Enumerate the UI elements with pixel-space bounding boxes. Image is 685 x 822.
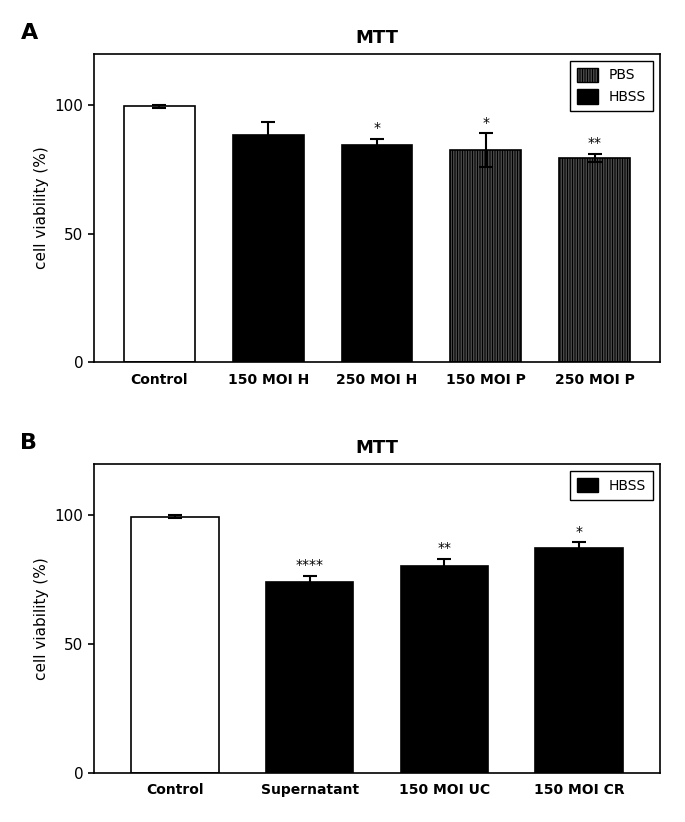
Bar bbox=[233, 135, 303, 363]
Title: MTT: MTT bbox=[356, 439, 399, 457]
Legend: PBS, HBSS: PBS, HBSS bbox=[570, 61, 653, 111]
Y-axis label: cell viability (%): cell viability (%) bbox=[34, 557, 49, 680]
Text: *: * bbox=[575, 524, 583, 538]
Bar bbox=[266, 582, 353, 773]
Title: MTT: MTT bbox=[356, 29, 399, 47]
Text: ****: **** bbox=[296, 558, 323, 572]
Y-axis label: cell viability (%): cell viability (%) bbox=[34, 146, 49, 270]
Bar bbox=[536, 547, 623, 773]
Text: **: ** bbox=[438, 542, 451, 556]
Text: **: ** bbox=[588, 136, 601, 150]
Text: A: A bbox=[21, 23, 38, 43]
Text: B: B bbox=[21, 433, 38, 453]
Legend: HBSS: HBSS bbox=[570, 471, 653, 500]
Bar bbox=[560, 158, 630, 363]
Bar bbox=[451, 150, 521, 363]
Text: *: * bbox=[373, 121, 380, 135]
Text: *: * bbox=[482, 116, 489, 130]
Bar bbox=[342, 145, 412, 363]
Bar bbox=[131, 517, 219, 773]
Bar bbox=[401, 566, 488, 773]
Bar bbox=[124, 107, 195, 363]
